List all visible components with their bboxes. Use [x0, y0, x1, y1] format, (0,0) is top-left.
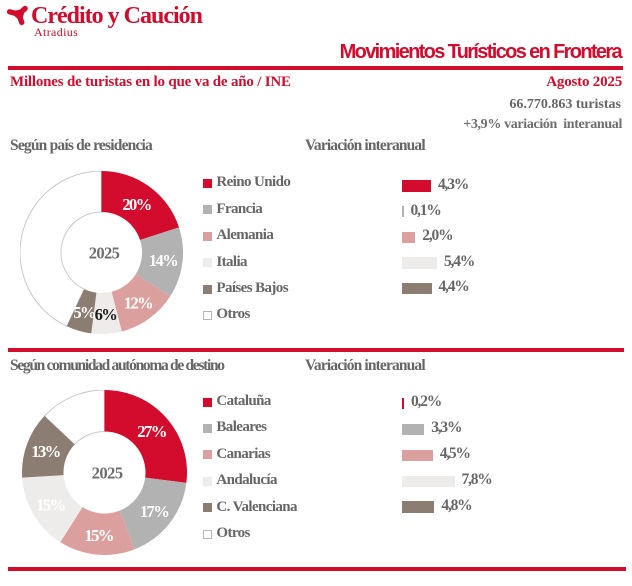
svg-text:15%: 15% — [84, 526, 113, 545]
svg-text:12%: 12% — [124, 294, 152, 313]
svg-text:2025: 2025 — [92, 463, 123, 482]
svg-text:15%: 15% — [36, 495, 65, 514]
svg-text:6%: 6% — [95, 305, 117, 324]
svg-text:20%: 20% — [122, 195, 150, 214]
svg-text:2025: 2025 — [89, 244, 120, 263]
svg-text:13%: 13% — [31, 442, 60, 461]
svg-text:5%: 5% — [73, 303, 95, 322]
svg-text:17%: 17% — [140, 502, 169, 521]
svg-text:27%: 27% — [137, 422, 166, 441]
svg-text:14%: 14% — [149, 251, 177, 270]
